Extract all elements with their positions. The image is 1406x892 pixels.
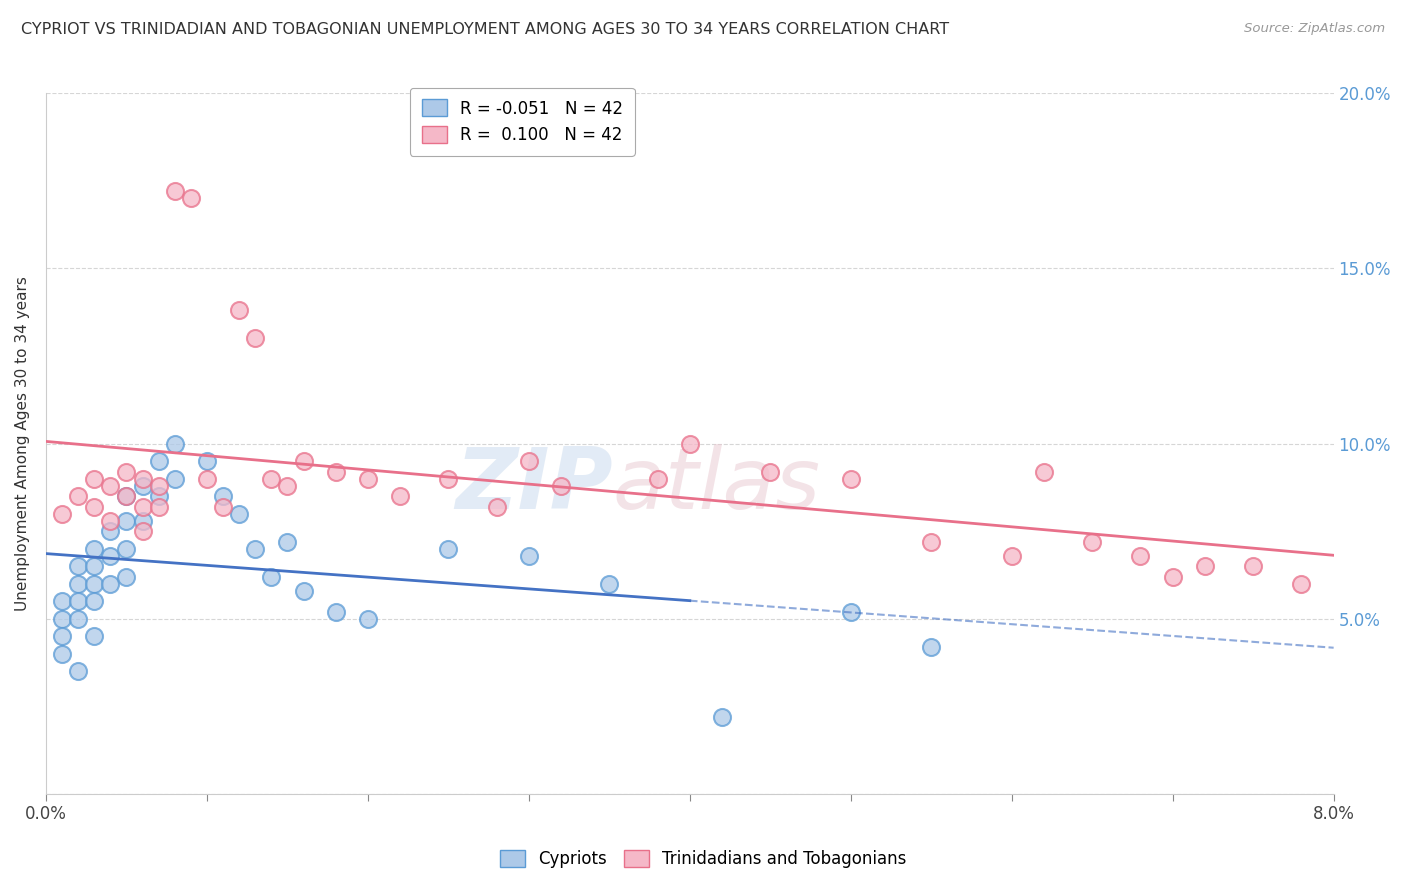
Point bbox=[292, 583, 315, 598]
Point bbox=[148, 500, 170, 514]
Point bbox=[83, 541, 105, 556]
Point bbox=[212, 489, 235, 503]
Point bbox=[920, 534, 942, 549]
Point bbox=[51, 629, 73, 643]
Point bbox=[517, 549, 540, 563]
Point bbox=[260, 471, 283, 485]
Point bbox=[115, 541, 138, 556]
Point bbox=[228, 303, 250, 318]
Point bbox=[83, 559, 105, 574]
Point bbox=[276, 478, 298, 492]
Point bbox=[148, 478, 170, 492]
Point bbox=[1194, 559, 1216, 574]
Point bbox=[598, 576, 620, 591]
Point bbox=[647, 471, 669, 485]
Text: atlas: atlas bbox=[613, 444, 821, 527]
Point bbox=[51, 594, 73, 608]
Point bbox=[131, 478, 153, 492]
Point bbox=[517, 454, 540, 468]
Point bbox=[115, 465, 138, 479]
Point bbox=[115, 514, 138, 528]
Text: CYPRIOT VS TRINIDADIAN AND TOBAGONIAN UNEMPLOYMENT AMONG AGES 30 TO 34 YEARS COR: CYPRIOT VS TRINIDADIAN AND TOBAGONIAN UN… bbox=[21, 22, 949, 37]
Point bbox=[437, 541, 460, 556]
Point bbox=[67, 594, 90, 608]
Text: ZIP: ZIP bbox=[456, 444, 613, 527]
Point bbox=[711, 709, 734, 723]
Point bbox=[245, 541, 267, 556]
Point bbox=[131, 471, 153, 485]
Legend: R = -0.051   N = 42, R =  0.100   N = 42: R = -0.051 N = 42, R = 0.100 N = 42 bbox=[411, 87, 634, 156]
Point bbox=[83, 576, 105, 591]
Point bbox=[83, 629, 105, 643]
Point bbox=[325, 465, 347, 479]
Point bbox=[115, 569, 138, 583]
Point bbox=[67, 559, 90, 574]
Point bbox=[357, 611, 380, 625]
Point bbox=[292, 454, 315, 468]
Point bbox=[98, 514, 121, 528]
Point bbox=[163, 471, 186, 485]
Point bbox=[83, 500, 105, 514]
Point bbox=[115, 489, 138, 503]
Point bbox=[228, 507, 250, 521]
Point bbox=[83, 594, 105, 608]
Point bbox=[1291, 576, 1313, 591]
Point bbox=[920, 640, 942, 654]
Point bbox=[1161, 569, 1184, 583]
Point bbox=[245, 331, 267, 345]
Point bbox=[839, 605, 862, 619]
Point bbox=[180, 191, 202, 205]
Point bbox=[759, 465, 782, 479]
Point bbox=[98, 478, 121, 492]
Point bbox=[839, 471, 862, 485]
Point bbox=[131, 514, 153, 528]
Point bbox=[276, 534, 298, 549]
Point bbox=[357, 471, 380, 485]
Point bbox=[51, 611, 73, 625]
Point bbox=[98, 549, 121, 563]
Point bbox=[389, 489, 412, 503]
Point bbox=[115, 489, 138, 503]
Point bbox=[1241, 559, 1264, 574]
Point bbox=[163, 185, 186, 199]
Point bbox=[98, 524, 121, 538]
Point bbox=[550, 478, 572, 492]
Point bbox=[83, 471, 105, 485]
Point bbox=[1081, 534, 1104, 549]
Point bbox=[163, 436, 186, 450]
Point bbox=[67, 489, 90, 503]
Point bbox=[98, 576, 121, 591]
Y-axis label: Unemployment Among Ages 30 to 34 years: Unemployment Among Ages 30 to 34 years bbox=[15, 277, 30, 611]
Point bbox=[679, 436, 702, 450]
Point bbox=[1032, 465, 1054, 479]
Point bbox=[485, 500, 508, 514]
Point bbox=[131, 524, 153, 538]
Legend: Cypriots, Trinidadians and Tobagonians: Cypriots, Trinidadians and Tobagonians bbox=[494, 843, 912, 875]
Point bbox=[437, 471, 460, 485]
Point bbox=[212, 500, 235, 514]
Point bbox=[325, 605, 347, 619]
Point bbox=[51, 507, 73, 521]
Point bbox=[148, 489, 170, 503]
Point bbox=[67, 576, 90, 591]
Point bbox=[195, 471, 218, 485]
Point bbox=[51, 647, 73, 661]
Point bbox=[1001, 549, 1024, 563]
Point bbox=[1129, 549, 1152, 563]
Text: Source: ZipAtlas.com: Source: ZipAtlas.com bbox=[1244, 22, 1385, 36]
Point bbox=[67, 611, 90, 625]
Point bbox=[131, 500, 153, 514]
Point bbox=[195, 454, 218, 468]
Point bbox=[67, 664, 90, 678]
Point bbox=[260, 569, 283, 583]
Point bbox=[148, 454, 170, 468]
